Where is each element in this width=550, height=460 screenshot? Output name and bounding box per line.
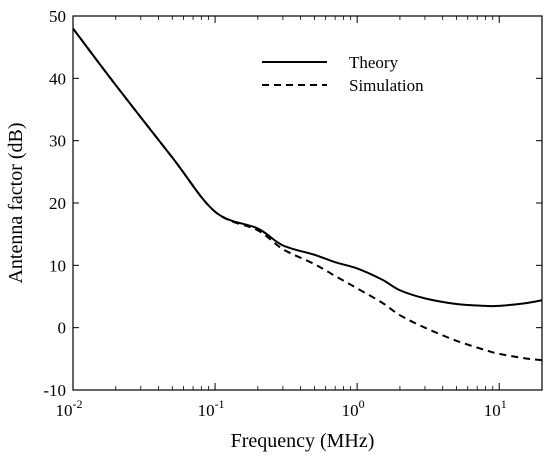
legend-label-simulation: Simulation (349, 76, 424, 95)
plot-frame (72, 15, 543, 391)
series-lines (72, 27, 543, 362)
series-line-simulation (72, 27, 543, 362)
y-tick-label: 20 (49, 194, 66, 213)
legend-label-theory: Theory (349, 53, 399, 72)
legend: Theory Simulation (262, 53, 424, 95)
tick-labels: -10 0 10 20 30 40 50 10-2 10-1 100 101 (43, 7, 506, 420)
x-tick-label: 10-1 (198, 397, 225, 420)
x-tick-label: 100 (342, 397, 365, 420)
x-tick-label: 10-2 (56, 397, 83, 420)
y-tick-label: 40 (49, 69, 66, 88)
y-tick-label: 10 (49, 256, 66, 275)
y-axis-label: Antenna factor (dB) (5, 122, 27, 283)
y-tick-label: -10 (43, 381, 66, 400)
y-tick-label: 50 (49, 7, 66, 26)
x-tick-label: 101 (484, 397, 507, 420)
axis-ticks (72, 15, 543, 391)
series-line-theory (72, 27, 543, 308)
y-tick-label: 0 (58, 319, 67, 338)
y-tick-label: 30 (49, 132, 66, 151)
x-axis-label: Frequency (MHz) (231, 430, 375, 452)
